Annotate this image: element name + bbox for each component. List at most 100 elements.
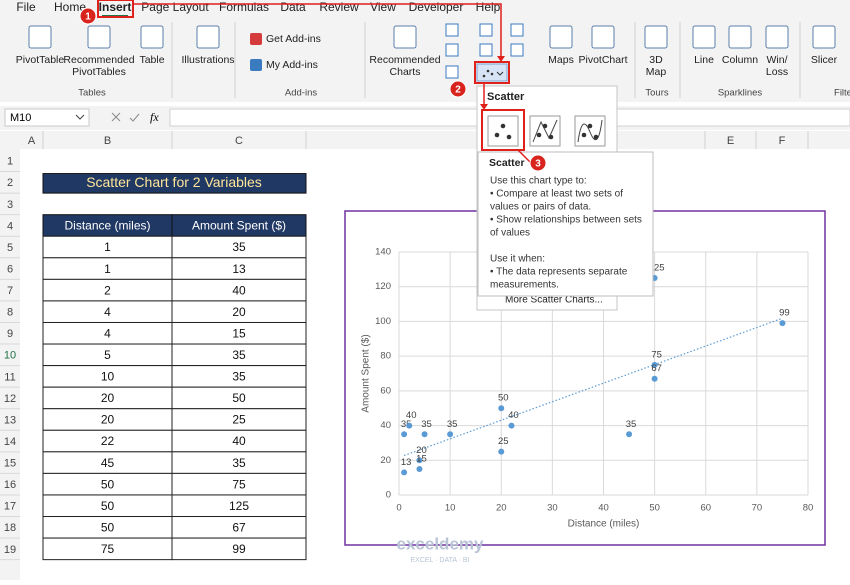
ribbon-icon[interactable] [196, 25, 220, 49]
row-header[interactable]: 15 [4, 458, 16, 470]
scatter-option[interactable] [487, 115, 519, 147]
scatter-point [498, 405, 505, 412]
table-cell-text: 50 [101, 477, 115, 491]
ribbon-button-label[interactable]: Recommended [63, 54, 134, 66]
row-header[interactable]: 5 [7, 242, 13, 254]
dropdown-heading: Scatter [487, 91, 525, 103]
row-header[interactable]: 13 [4, 414, 16, 426]
row-header[interactable]: 19 [4, 544, 16, 556]
tooltip-line: Use it when: [490, 254, 545, 265]
ribbon-button-label[interactable]: Maps [548, 54, 574, 66]
table-cell[interactable] [171, 537, 307, 561]
column-header[interactable]: A [28, 135, 36, 147]
row-header[interactable]: 2 [7, 177, 13, 189]
table-cell-text: 35 [232, 370, 246, 384]
column-header[interactable]: C [235, 135, 243, 147]
row-header[interactable]: 16 [4, 479, 16, 491]
ribbon-icon[interactable] [250, 33, 262, 45]
table-cell-text: 50 [232, 391, 246, 405]
column-header[interactable]: F [779, 135, 786, 147]
table-header: Distance (miles) [64, 219, 150, 233]
name-box[interactable] [4, 108, 90, 127]
ribbon-button-label[interactable]: Get Add-ins [266, 33, 321, 45]
ribbon-button-label[interactable]: Table [139, 54, 164, 66]
ribbon-tab[interactable]: Insert [99, 0, 132, 14]
tooltip-line: values or pairs of data. [490, 202, 591, 213]
row-header[interactable]: 4 [7, 220, 13, 232]
ribbon-button-label[interactable]: PivotTable [16, 54, 65, 66]
ribbon-button-label[interactable]: Illustrations [181, 54, 234, 66]
row-header[interactable]: 3 [7, 199, 13, 211]
scatter-option-dot [587, 123, 593, 129]
trendline [403, 317, 783, 457]
step-badge [529, 154, 547, 172]
ribbon-tab[interactable]: Data [280, 0, 306, 14]
ribbon-tab[interactable]: Help [476, 0, 501, 14]
ribbon-tab[interactable]: Developer [409, 0, 464, 14]
x-tick-label: 60 [700, 503, 711, 514]
chart-type-icon[interactable] [479, 43, 493, 57]
ribbon-icon[interactable] [644, 25, 668, 49]
ribbon-icon[interactable] [728, 25, 752, 49]
row-header[interactable]: 7 [7, 285, 13, 297]
chart-type-icon[interactable] [445, 23, 459, 37]
row-header[interactable]: 11 [4, 371, 15, 383]
ribbon-button-label[interactable]: PivotTables [72, 66, 126, 78]
ribbon-icon[interactable] [393, 25, 417, 49]
row-header[interactable]: 6 [7, 263, 13, 275]
table-cell-text: 35 [232, 240, 246, 254]
ribbon-button-label[interactable]: Map [646, 66, 667, 78]
ribbon-button-label[interactable]: My Add-ins [266, 59, 318, 71]
ribbon-button-label[interactable]: Charts [390, 66, 421, 78]
scatter-point [651, 375, 658, 382]
row-header[interactable]: 10 [4, 350, 16, 362]
ribbon-tab[interactable]: View [370, 0, 396, 14]
chart-type-icon[interactable] [445, 65, 459, 79]
ribbon-group-label: Tours [645, 88, 668, 99]
column-header[interactable]: E [727, 135, 734, 147]
ribbon-tab[interactable]: Review [319, 0, 359, 14]
scatter-button-dot [482, 74, 486, 78]
ribbon-icon[interactable] [28, 25, 52, 49]
chart-type-icon[interactable] [479, 23, 493, 37]
arrow [480, 104, 488, 110]
tooltip-title: Scatter [489, 157, 525, 169]
row-header[interactable]: 1 [7, 156, 13, 168]
ribbon-icon[interactable] [812, 25, 836, 49]
column-header[interactable]: B [104, 135, 111, 147]
data-label: 35 [401, 419, 412, 430]
ribbon-icon[interactable] [591, 25, 615, 49]
ribbon-icon[interactable] [765, 25, 789, 49]
ribbon-tab[interactable]: Home [54, 0, 86, 14]
row-header[interactable]: 18 [4, 522, 16, 534]
ribbon-icon[interactable] [250, 59, 262, 71]
table-cell-text: 35 [232, 456, 246, 470]
ribbon-tab[interactable]: File [16, 0, 36, 14]
ribbon-icon[interactable] [87, 25, 111, 49]
ribbon-button-label[interactable]: Recommended [369, 54, 440, 66]
ribbon-button-label[interactable]: Win/ [767, 54, 788, 66]
ribbon-button-label[interactable]: Line [694, 54, 714, 66]
ribbon-tab[interactable]: Page Layout [141, 0, 209, 14]
ribbon-icon[interactable] [140, 25, 164, 49]
row-header[interactable]: 17 [4, 501, 16, 513]
step-badge [79, 7, 97, 25]
row-header[interactable]: 14 [4, 436, 16, 448]
chart-type-icon[interactable] [510, 43, 524, 57]
ribbon-button-label[interactable]: 3D [649, 54, 663, 66]
ribbon-icon[interactable] [549, 25, 573, 49]
ribbon-button-label[interactable]: PivotChart [578, 54, 627, 66]
dropdown-more[interactable]: More Scatter Charts... [505, 295, 603, 306]
row-header[interactable]: 8 [7, 307, 13, 319]
ribbon-button-label[interactable]: Column [722, 54, 758, 66]
ribbon-tab[interactable]: Formulas [219, 0, 269, 14]
chart-type-icon[interactable] [510, 23, 524, 37]
tooltip-line: measurements. [490, 280, 559, 291]
row-header[interactable]: 12 [4, 393, 16, 405]
chart-type-icon[interactable] [445, 43, 459, 57]
row-header[interactable]: 9 [7, 328, 13, 340]
ribbon-button-label[interactable]: Slicer [811, 54, 838, 66]
data-label: 50 [498, 393, 509, 404]
ribbon-button-label[interactable]: Loss [766, 66, 788, 78]
ribbon-icon[interactable] [692, 25, 716, 49]
